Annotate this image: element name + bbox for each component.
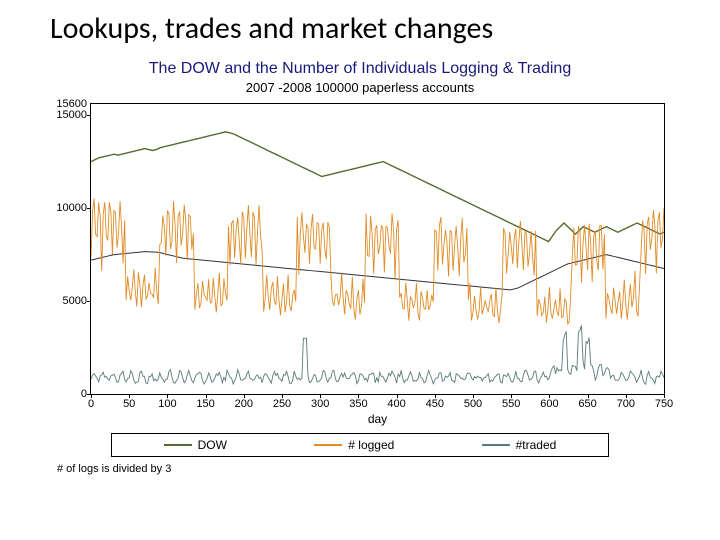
y-tick-mark — [87, 301, 91, 302]
x-tick-mark — [435, 394, 436, 398]
legend: DOW # logged #traded — [111, 433, 609, 457]
x-tick-mark — [397, 394, 398, 398]
x-tick-mark — [549, 394, 550, 398]
y-tick-label: 15600 — [56, 98, 91, 110]
x-tick-mark — [511, 394, 512, 398]
legend-item-traded: #traded — [482, 438, 557, 452]
legend-swatch — [482, 444, 510, 446]
x-tick-mark — [167, 394, 168, 398]
legend-label: # logged — [348, 438, 394, 452]
y-tick-mark — [87, 115, 91, 116]
x-tick-mark — [664, 394, 665, 398]
x-tick-mark — [320, 394, 321, 398]
x-tick-mark — [358, 394, 359, 398]
legend-label: DOW — [198, 438, 227, 452]
x-tick-mark — [626, 394, 627, 398]
legend-item-dow: DOW — [164, 438, 227, 452]
x-tick-mark — [282, 394, 283, 398]
chart-footnote: # of logs is divided by 3 — [57, 463, 675, 475]
y-tick-label: 15000 — [56, 109, 91, 121]
chart-container: The DOW and the Number of Individuals Lo… — [45, 60, 675, 500]
x-tick-mark — [588, 394, 589, 398]
slide-title: Lookups, trades and market changes — [50, 10, 493, 47]
y-tick-label: 10000 — [56, 202, 91, 214]
legend-item-logged: # logged — [314, 438, 394, 452]
chart-title: The DOW and the Number of Individuals Lo… — [45, 60, 675, 78]
legend-swatch — [164, 444, 192, 446]
plot-area: day 050001000015000156000501001502002503… — [90, 103, 665, 395]
x-axis-label: day — [368, 412, 387, 426]
chart-subtitle: 2007 -2008 100000 paperless accounts — [45, 80, 675, 95]
x-tick-mark — [473, 394, 474, 398]
x-tick-mark — [129, 394, 130, 398]
legend-label: #traded — [516, 438, 557, 452]
x-tick-mark — [206, 394, 207, 398]
x-tick-mark — [244, 394, 245, 398]
series-traded — [91, 325, 664, 384]
x-tick-mark — [91, 394, 92, 398]
y-tick-mark — [87, 208, 91, 209]
legend-swatch — [314, 444, 342, 446]
chart-lines — [91, 104, 664, 394]
series-dow — [91, 132, 664, 242]
